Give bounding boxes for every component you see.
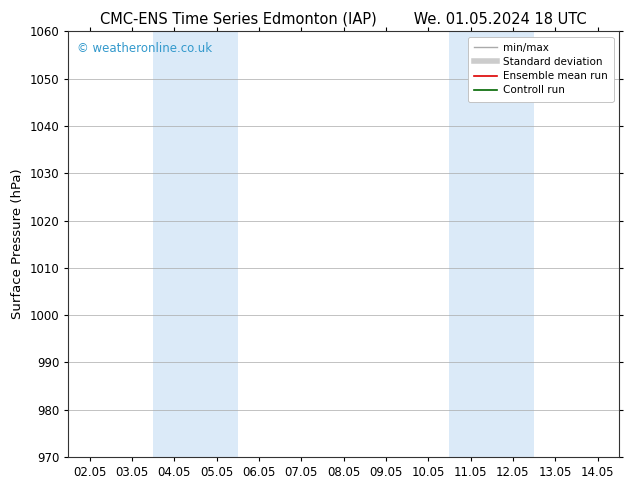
Title: CMC-ENS Time Series Edmonton (IAP)        We. 01.05.2024 18 UTC: CMC-ENS Time Series Edmonton (IAP) We. 0… <box>100 11 587 26</box>
Legend: min/max, Standard deviation, Ensemble mean run, Controll run: min/max, Standard deviation, Ensemble me… <box>468 37 614 101</box>
Text: © weatheronline.co.uk: © weatheronline.co.uk <box>77 42 212 55</box>
Y-axis label: Surface Pressure (hPa): Surface Pressure (hPa) <box>11 169 24 319</box>
Bar <box>153 31 238 457</box>
Bar <box>450 31 534 457</box>
